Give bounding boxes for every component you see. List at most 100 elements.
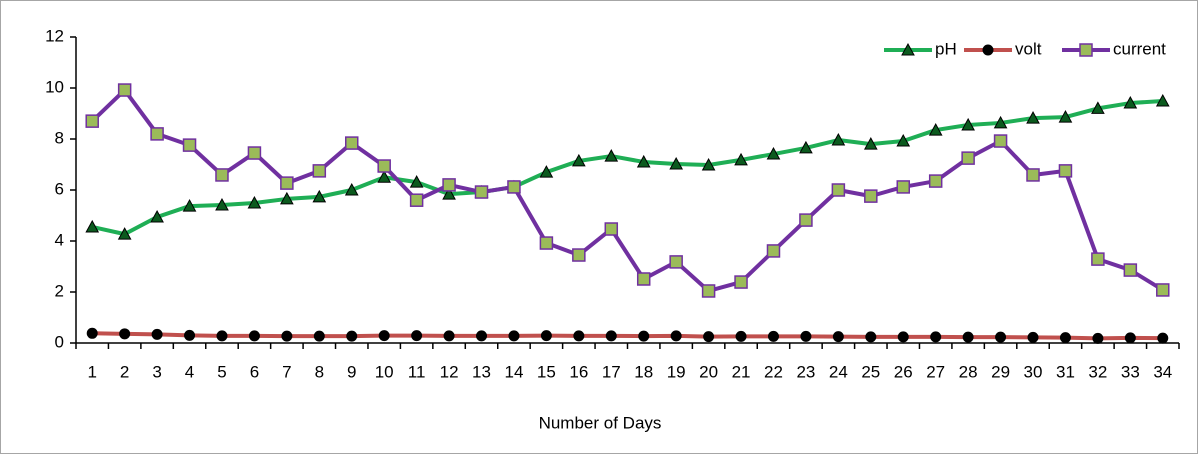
y-tick-label: 8	[55, 128, 64, 147]
x-tick-label: 21	[732, 362, 751, 381]
data-point	[119, 328, 131, 340]
y-tick-label: 6	[55, 179, 64, 198]
data-point	[117, 83, 132, 97]
data-point	[313, 330, 325, 342]
data-point	[1123, 263, 1138, 277]
x-tick-label: 20	[699, 362, 718, 381]
data-point	[281, 330, 293, 342]
legend-label: pH	[935, 39, 957, 58]
data-point	[670, 330, 682, 342]
legend-marker	[901, 42, 915, 56]
x-tick-label: 15	[537, 362, 556, 381]
data-point	[1027, 331, 1039, 343]
y-tick-label: 0	[55, 332, 64, 351]
data-point	[443, 330, 455, 342]
y-tick-label: 4	[55, 230, 64, 249]
data-point	[767, 330, 779, 342]
data-point	[961, 151, 975, 165]
data-point	[928, 174, 943, 188]
data-point	[1026, 111, 1040, 124]
data-point	[636, 272, 651, 286]
data-point	[215, 168, 229, 182]
data-point	[605, 330, 617, 342]
data-point	[1092, 332, 1104, 344]
data-point	[864, 189, 878, 203]
data-point	[539, 236, 554, 250]
data-point	[1091, 101, 1105, 114]
data-point	[1157, 332, 1169, 344]
data-point	[247, 146, 262, 160]
data-point	[344, 182, 359, 196]
data-point	[378, 330, 390, 342]
data-point	[182, 199, 197, 212]
data-point	[734, 152, 748, 166]
data-point	[701, 284, 716, 298]
legend-label: current	[1113, 39, 1166, 58]
x-tick-label: 2	[120, 362, 129, 381]
data-point	[896, 133, 911, 147]
data-point	[800, 330, 812, 342]
x-tick-label: 31	[1056, 362, 1075, 381]
data-point	[832, 331, 844, 343]
data-point	[572, 248, 586, 262]
x-tick-label: 32	[1088, 362, 1107, 381]
x-tick-label: 27	[926, 362, 945, 381]
data-point	[1091, 252, 1105, 266]
data-point	[831, 183, 846, 197]
data-point	[346, 330, 358, 342]
data-point	[995, 331, 1007, 343]
data-point	[151, 328, 163, 340]
legend-label: volt	[1015, 39, 1042, 58]
data-point	[150, 127, 164, 141]
data-point	[85, 219, 100, 233]
data-point	[993, 115, 1008, 129]
data-point	[735, 330, 747, 342]
x-tick-label: 28	[959, 362, 978, 381]
data-point	[669, 255, 683, 269]
y-tick-label: 10	[45, 77, 64, 96]
data-point	[184, 329, 196, 341]
data-point	[507, 180, 521, 194]
data-point	[312, 164, 327, 178]
legend-marker	[982, 44, 994, 56]
data-point	[897, 331, 909, 343]
data-point	[216, 330, 228, 342]
data-point	[896, 180, 910, 194]
data-point	[930, 331, 942, 343]
data-point	[345, 136, 359, 150]
data-point	[86, 327, 98, 339]
series-line	[92, 331, 1163, 341]
x-tick-label: 9	[347, 362, 356, 381]
x-tick-label: 7	[282, 362, 291, 381]
data-point	[1123, 96, 1138, 109]
data-point	[703, 331, 715, 343]
data-point	[766, 147, 781, 160]
data-point	[638, 330, 650, 342]
x-tick-label: 4	[185, 362, 194, 381]
x-tick-label: 18	[634, 362, 653, 381]
x-tick-label: 1	[87, 362, 96, 381]
data-point	[117, 227, 132, 240]
data-point	[280, 191, 294, 205]
x-tick-label: 33	[1121, 362, 1140, 381]
data-point	[1026, 168, 1040, 182]
data-point	[215, 198, 229, 211]
x-tick-label: 34	[1153, 362, 1172, 381]
data-point	[636, 154, 651, 168]
data-point	[476, 330, 488, 342]
x-tick-label: 5	[217, 362, 226, 381]
data-point	[993, 134, 1008, 148]
data-point	[831, 132, 846, 146]
x-tick-label: 26	[894, 362, 913, 381]
data-point	[1155, 93, 1170, 107]
data-point	[799, 140, 813, 154]
data-point	[442, 178, 456, 192]
x-tick-label: 11	[408, 362, 426, 381]
x-tick-label: 30	[1024, 362, 1043, 381]
data-point	[247, 195, 262, 209]
y-tick-label: 2	[55, 281, 64, 300]
data-point	[85, 114, 99, 128]
data-point	[669, 156, 684, 170]
x-tick-label: 17	[602, 362, 621, 381]
